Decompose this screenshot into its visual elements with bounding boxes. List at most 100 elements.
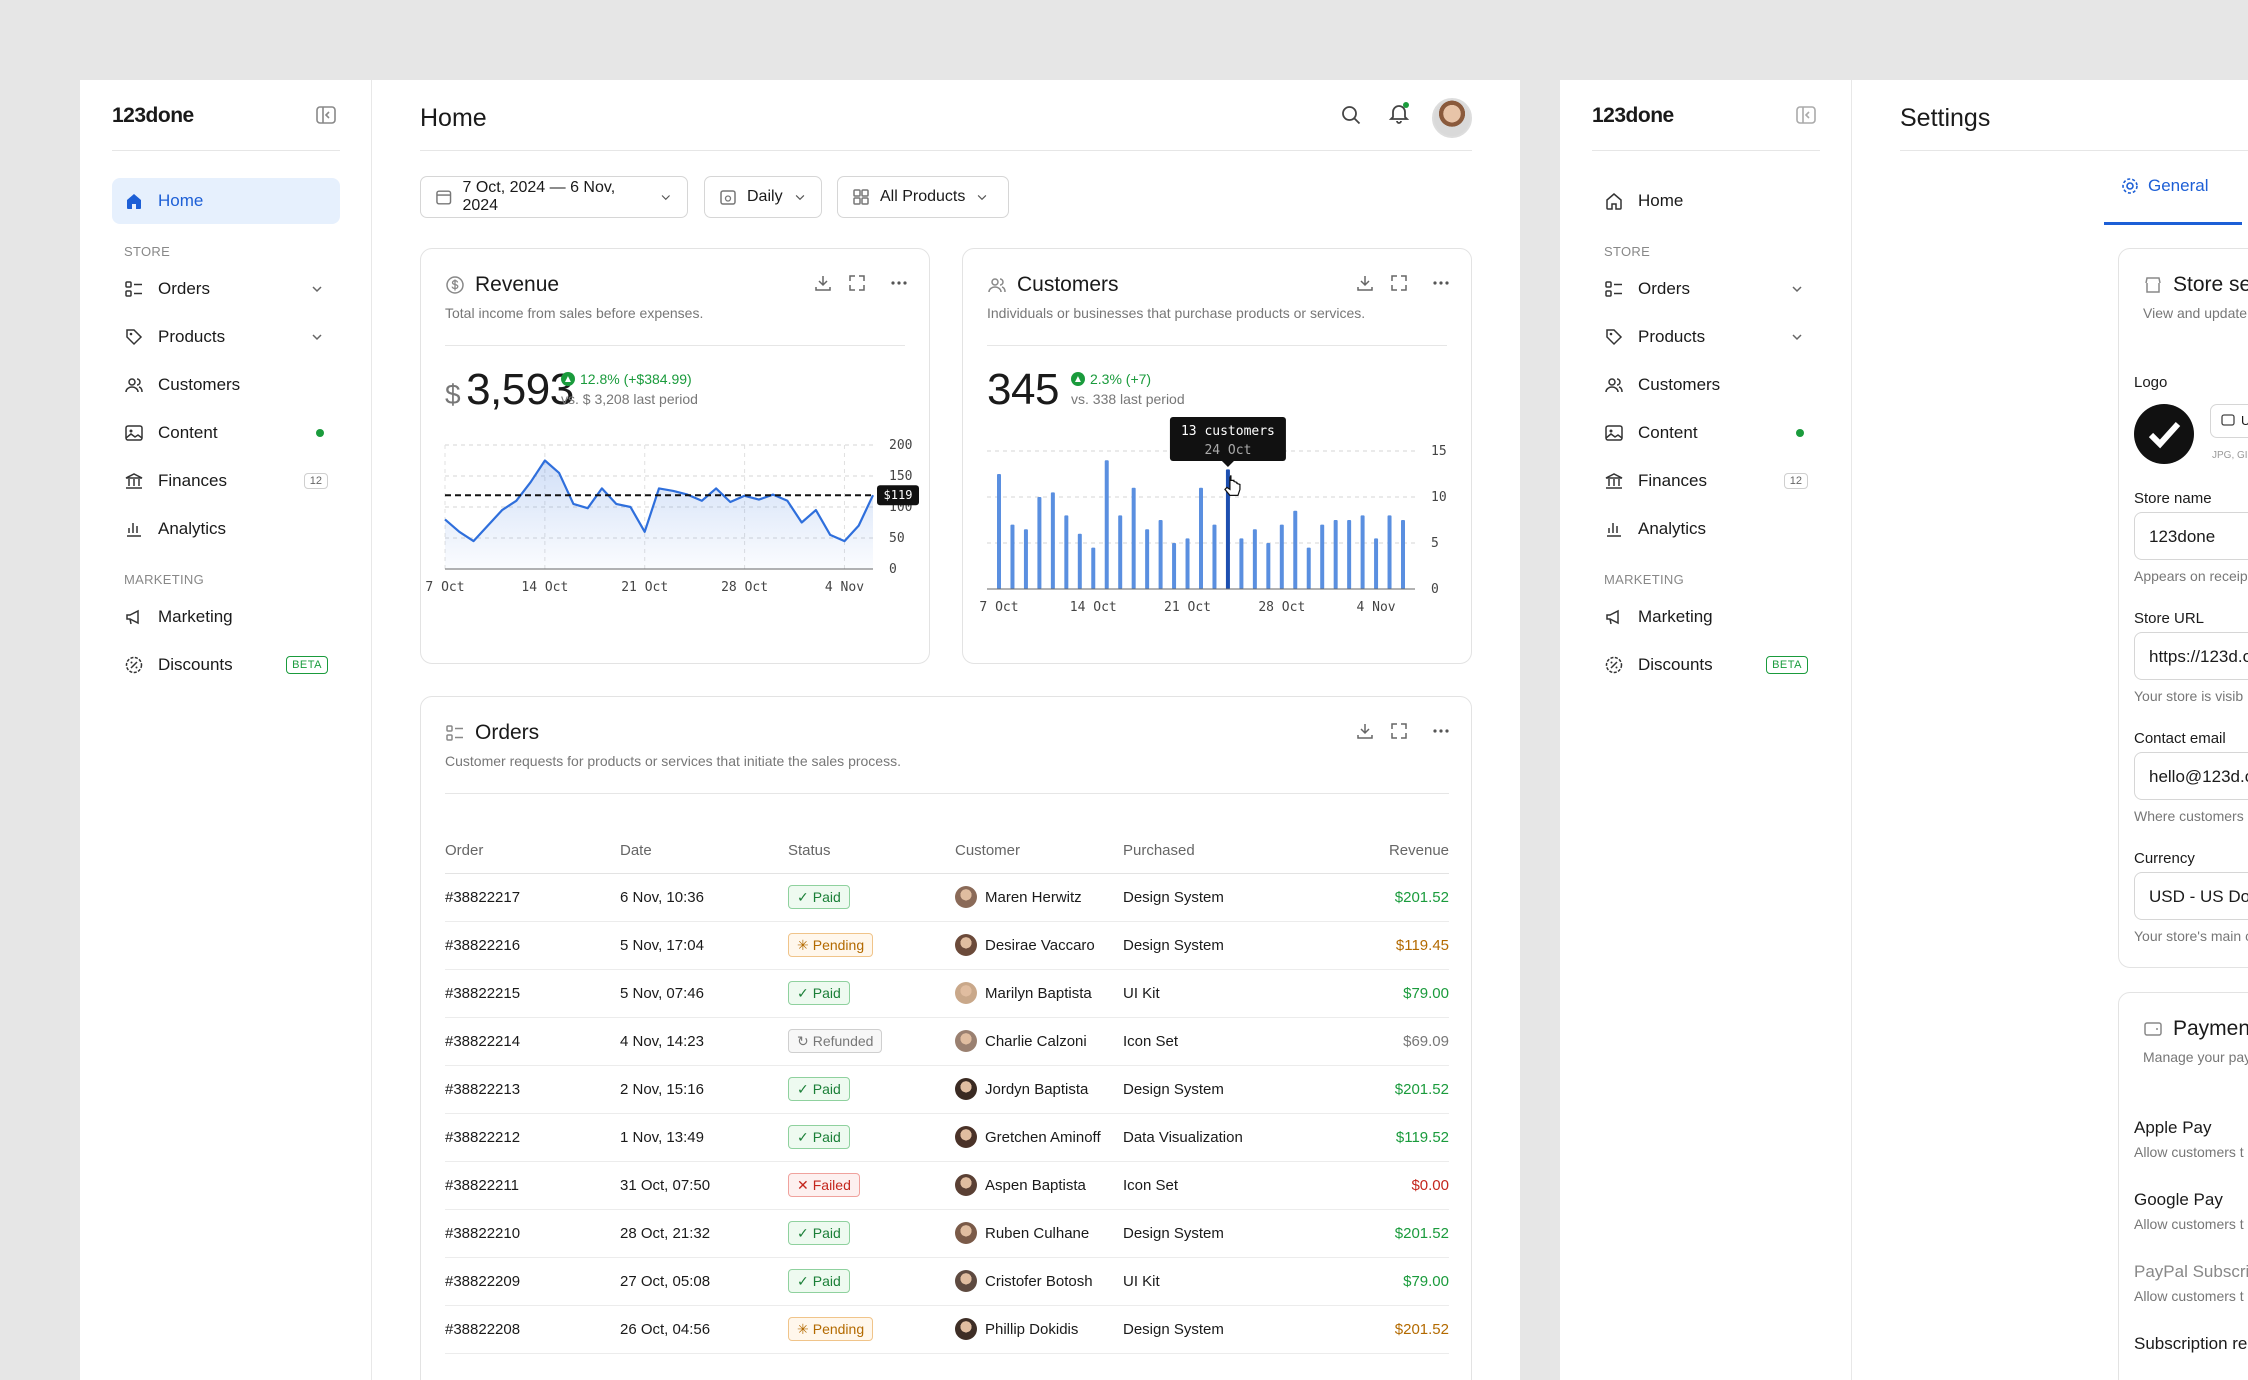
- bar[interactable]: [1333, 520, 1338, 589]
- sidebar-item-content[interactable]: Content: [1592, 410, 1820, 456]
- sidebar-item-home[interactable]: Home: [112, 178, 340, 224]
- store-name-input[interactable]: 123done: [2134, 512, 2248, 560]
- bar[interactable]: [1145, 529, 1150, 589]
- table-row[interactable]: #38822211 31 Oct, 07:50 ✕ Failed Aspen Bapti…: [445, 1161, 1449, 1210]
- store-url-input[interactable]: https://123d.o: [2134, 632, 2248, 680]
- bar[interactable]: [1010, 524, 1015, 589]
- sidebar-item-marketing[interactable]: Marketing: [1592, 594, 1820, 640]
- bar[interactable]: [1077, 533, 1082, 589]
- sidebar-item-marketing[interactable]: Marketing: [112, 594, 340, 640]
- settings-window: 123done Home STORE Orders Products Custo…: [1560, 80, 2248, 1380]
- download-icon[interactable]: [1355, 273, 1375, 293]
- sidebar-item-finances[interactable]: Finances 12: [1592, 458, 1820, 504]
- bar[interactable]: [1306, 547, 1311, 589]
- bell-icon[interactable]: [1388, 102, 1410, 124]
- more-icon[interactable]: [1431, 273, 1451, 293]
- bar[interactable]: [1172, 543, 1177, 589]
- bar[interactable]: [1037, 497, 1042, 589]
- table-row[interactable]: #38822216 5 Nov, 17:04 ✳ Pending Desirae Vac…: [445, 921, 1449, 970]
- column-header-order[interactable]: Order: [445, 829, 620, 874]
- order-id[interactable]: #38822210: [445, 1209, 620, 1258]
- bar[interactable]: [1279, 524, 1284, 589]
- order-id[interactable]: #38822214: [445, 1017, 620, 1066]
- bar[interactable]: [1225, 469, 1230, 589]
- bar[interactable]: [1091, 547, 1096, 589]
- bar[interactable]: [1212, 524, 1217, 589]
- sidebar-item-discounts[interactable]: Discounts BETA: [112, 642, 340, 688]
- order-id[interactable]: #38822215: [445, 969, 620, 1018]
- sidebar-item-products[interactable]: Products: [1592, 314, 1820, 360]
- bar[interactable]: [1293, 510, 1298, 589]
- table-row[interactable]: #38822209 27 Oct, 05:08 ✓ Paid Cristofer Bot…: [445, 1257, 1449, 1306]
- currency-select[interactable]: USD - US Dolla: [2134, 872, 2248, 920]
- expand-icon[interactable]: [847, 273, 867, 293]
- bar[interactable]: [1374, 538, 1379, 589]
- bar[interactable]: [1131, 487, 1136, 589]
- bar[interactable]: [1347, 520, 1352, 589]
- column-header-status[interactable]: Status: [788, 829, 955, 874]
- interval-select[interactable]: Daily: [704, 176, 822, 218]
- sidebar-item-home[interactable]: Home: [1592, 178, 1820, 224]
- table-row[interactable]: #38822210 28 Oct, 21:32 ✓ Paid Ruben Culhane…: [445, 1209, 1449, 1258]
- bar[interactable]: [1104, 460, 1109, 589]
- download-icon[interactable]: [1355, 721, 1375, 741]
- bar[interactable]: [1252, 529, 1257, 589]
- sidebar-item-discounts[interactable]: Discounts BETA: [1592, 642, 1820, 688]
- sidebar-item-finances[interactable]: Finances 12: [112, 458, 340, 504]
- products-filter-select[interactable]: All Products: [837, 176, 1009, 218]
- order-id[interactable]: #38822216: [445, 921, 620, 970]
- column-header-customer[interactable]: Customer: [955, 829, 1123, 874]
- collapse-sidebar-icon[interactable]: [316, 106, 336, 124]
- expand-icon[interactable]: [1389, 273, 1409, 293]
- bar[interactable]: [1401, 520, 1405, 589]
- order-id[interactable]: #38822208: [445, 1305, 620, 1354]
- bar[interactable]: [1360, 515, 1365, 589]
- bar[interactable]: [997, 474, 1001, 589]
- avatar: [955, 934, 977, 956]
- bar[interactable]: [1118, 515, 1123, 589]
- table-row[interactable]: #38822214 4 Nov, 14:23 ↻ Refunded Charlie Ca…: [445, 1017, 1449, 1066]
- table-row[interactable]: #38822217 6 Nov, 10:36 ✓ Paid Maren Herwitz D…: [445, 873, 1449, 922]
- sidebar-item-products[interactable]: Products: [112, 314, 340, 360]
- table-row[interactable]: #38822212 1 Nov, 13:49 ✓ Paid Gretchen Amino…: [445, 1113, 1449, 1162]
- date-range-picker[interactable]: 7 Oct, 2024 — 6 Nov, 2024: [420, 176, 688, 218]
- table-row[interactable]: #38822213 2 Nov, 15:16 ✓ Paid Jordyn Baptist…: [445, 1065, 1449, 1114]
- sidebar-item-customers[interactable]: Customers: [112, 362, 340, 408]
- bar[interactable]: [1023, 529, 1028, 589]
- sidebar-item-analytics[interactable]: Analytics: [1592, 506, 1820, 552]
- search-icon[interactable]: [1340, 104, 1362, 126]
- sidebar-item-orders[interactable]: Orders: [1592, 266, 1820, 312]
- column-header-revenue[interactable]: Revenue: [1323, 829, 1449, 874]
- contact-email-input[interactable]: hello@123d.o: [2134, 752, 2248, 800]
- bar[interactable]: [1050, 492, 1055, 589]
- table-row[interactable]: #38822215 5 Nov, 07:46 ✓ Paid Marilyn Baptis…: [445, 969, 1449, 1018]
- sidebar-item-customers[interactable]: Customers: [1592, 362, 1820, 408]
- sidebar-item-analytics[interactable]: Analytics: [112, 506, 340, 552]
- bar[interactable]: [1320, 524, 1325, 589]
- bar[interactable]: [1185, 538, 1190, 589]
- bar[interactable]: [1064, 515, 1069, 589]
- sidebar-item-orders[interactable]: Orders: [112, 266, 340, 312]
- upload-logo-button[interactable]: U: [2210, 404, 2248, 438]
- user-avatar[interactable]: [1432, 98, 1472, 138]
- order-id[interactable]: #38822213: [445, 1065, 620, 1114]
- column-header-date[interactable]: Date: [620, 829, 788, 874]
- order-id[interactable]: #38822212: [445, 1113, 620, 1162]
- more-icon[interactable]: [889, 273, 909, 293]
- sidebar-item-content[interactable]: Content: [112, 410, 340, 456]
- order-id[interactable]: #38822211: [445, 1161, 620, 1210]
- order-id[interactable]: #38822217: [445, 873, 620, 922]
- bar[interactable]: [1199, 487, 1203, 589]
- bar[interactable]: [1239, 538, 1244, 589]
- download-icon[interactable]: [813, 273, 833, 293]
- order-id[interactable]: #38822209: [445, 1257, 620, 1306]
- collapse-sidebar-icon[interactable]: [1796, 106, 1816, 124]
- column-header-purchased[interactable]: Purchased: [1123, 829, 1323, 874]
- bar[interactable]: [1158, 520, 1163, 589]
- bar[interactable]: [1266, 543, 1271, 589]
- tab-general[interactable]: General: [2120, 176, 2208, 196]
- expand-icon[interactable]: [1389, 721, 1409, 741]
- bar[interactable]: [1387, 515, 1392, 589]
- table-row[interactable]: #38822208 26 Oct, 04:56 ✳ Pending Phillip Do…: [445, 1305, 1449, 1354]
- more-icon[interactable]: [1431, 721, 1451, 741]
